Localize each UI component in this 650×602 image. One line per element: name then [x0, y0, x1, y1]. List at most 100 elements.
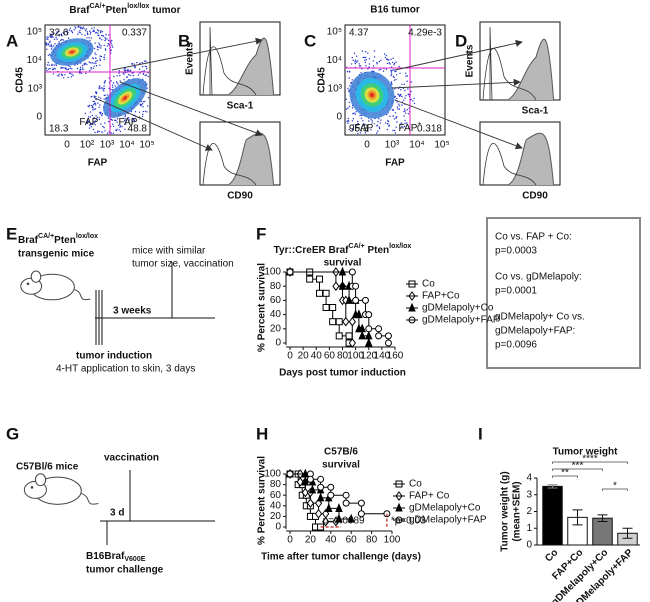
flow-dot — [347, 119, 349, 122]
flow-dot — [353, 52, 356, 54]
flow-dot — [98, 44, 101, 46]
flow-dot — [403, 115, 405, 117]
flow-dot — [390, 73, 393, 75]
flow-dot — [47, 61, 49, 64]
flow-dot — [399, 127, 401, 129]
x-tick-label: 100 — [384, 535, 401, 546]
flow-dot — [94, 108, 97, 110]
flow-dot — [45, 43, 48, 45]
flow-dot — [126, 76, 128, 78]
flow-dot — [117, 83, 119, 85]
error-bar — [547, 484, 558, 489]
stats-text: gDMelapoly+ Co vs. — [495, 312, 585, 323]
flow-dot — [389, 115, 391, 118]
flow-dot — [60, 33, 62, 35]
flow-dot — [386, 128, 389, 131]
gate-label: FAP- — [79, 115, 101, 127]
flow-y-tick: 10³ — [28, 83, 43, 94]
flow-dot — [139, 72, 141, 74]
significance-bracket — [552, 475, 578, 478]
flow-dot — [97, 48, 99, 51]
flow-dot — [97, 102, 99, 104]
marker — [317, 475, 325, 483]
histogram-outline — [202, 46, 257, 96]
flow-dot — [102, 89, 104, 91]
chart-title-part: Pten — [365, 245, 389, 256]
flow-dot — [69, 67, 72, 70]
flow-dot — [104, 39, 106, 42]
flow-dot — [106, 94, 109, 96]
flow-dot — [81, 33, 83, 35]
flow-dot — [94, 124, 97, 126]
stats-text: p=0.0003 — [495, 246, 537, 257]
flow-dot — [365, 65, 367, 67]
flow-dot — [53, 45, 55, 47]
flow-dot — [348, 105, 351, 108]
flow-dot — [141, 103, 144, 105]
flow-dot — [104, 38, 107, 40]
schematic-text: 3 d — [110, 508, 124, 519]
annotation: *p=0.03 — [391, 515, 426, 526]
flow-dot — [394, 70, 396, 72]
flow-dot — [376, 132, 378, 134]
flow-density — [122, 96, 128, 100]
flow-dot — [90, 126, 93, 128]
flow-dot — [129, 70, 131, 72]
flow-dot — [94, 131, 96, 134]
flow-dot — [79, 32, 81, 34]
flow-dot — [368, 58, 371, 60]
flow-dot — [93, 30, 95, 33]
flow-dot — [86, 121, 89, 123]
flow-dot — [365, 59, 367, 61]
flow-dot — [88, 37, 90, 39]
flow-dot — [413, 102, 416, 105]
flow-dot — [80, 72, 83, 75]
flow-dot — [356, 124, 358, 126]
marker — [384, 332, 392, 340]
flow-dot — [53, 64, 55, 66]
flow-dot — [347, 122, 349, 124]
flow-dot — [399, 95, 401, 98]
flow-dot — [104, 130, 106, 132]
mouse-tail — [73, 288, 91, 301]
x-tick-label: 0 — [287, 351, 293, 362]
flow-dot — [348, 70, 350, 73]
flow-dot — [108, 131, 110, 133]
flow-dot — [361, 50, 364, 52]
flow-dot — [104, 49, 107, 51]
flow-x-label: FAP — [385, 158, 405, 169]
flow-x-tick: 10⁴ — [409, 140, 424, 151]
flow-dot — [132, 74, 134, 77]
flow-dot — [90, 37, 93, 39]
flow-dot — [86, 63, 88, 66]
flow-dot — [401, 125, 403, 128]
flow-dot — [49, 41, 51, 44]
flow-dot — [392, 61, 394, 64]
marker — [365, 325, 373, 333]
flow-dot — [87, 116, 90, 118]
flow-dot — [348, 128, 350, 131]
flow-dot — [378, 60, 381, 63]
flow-dot — [378, 69, 380, 71]
schematic-text: mice with similar — [132, 246, 206, 257]
flow-dot — [110, 88, 112, 91]
flow-dot — [93, 47, 96, 50]
flow-dot — [53, 38, 56, 40]
marker — [355, 309, 363, 319]
flow-dot — [111, 84, 114, 86]
flow-dot — [97, 32, 99, 34]
flow-dot — [87, 120, 90, 123]
flow-dot — [385, 54, 387, 57]
flow-dot — [79, 68, 82, 70]
flow-dot — [368, 120, 370, 122]
flow-dot — [404, 119, 406, 122]
flow-dot — [144, 110, 147, 113]
flow-dot — [125, 69, 127, 71]
flow-dot — [403, 99, 405, 102]
flow-dot — [377, 130, 379, 132]
flow-dot — [393, 118, 395, 120]
flow-dot — [69, 27, 72, 29]
flow-title: BrafCA/+Ptenlox/lox tumor — [69, 3, 180, 15]
flow-dot — [368, 63, 371, 65]
flow-title-part: Braf — [69, 5, 90, 16]
